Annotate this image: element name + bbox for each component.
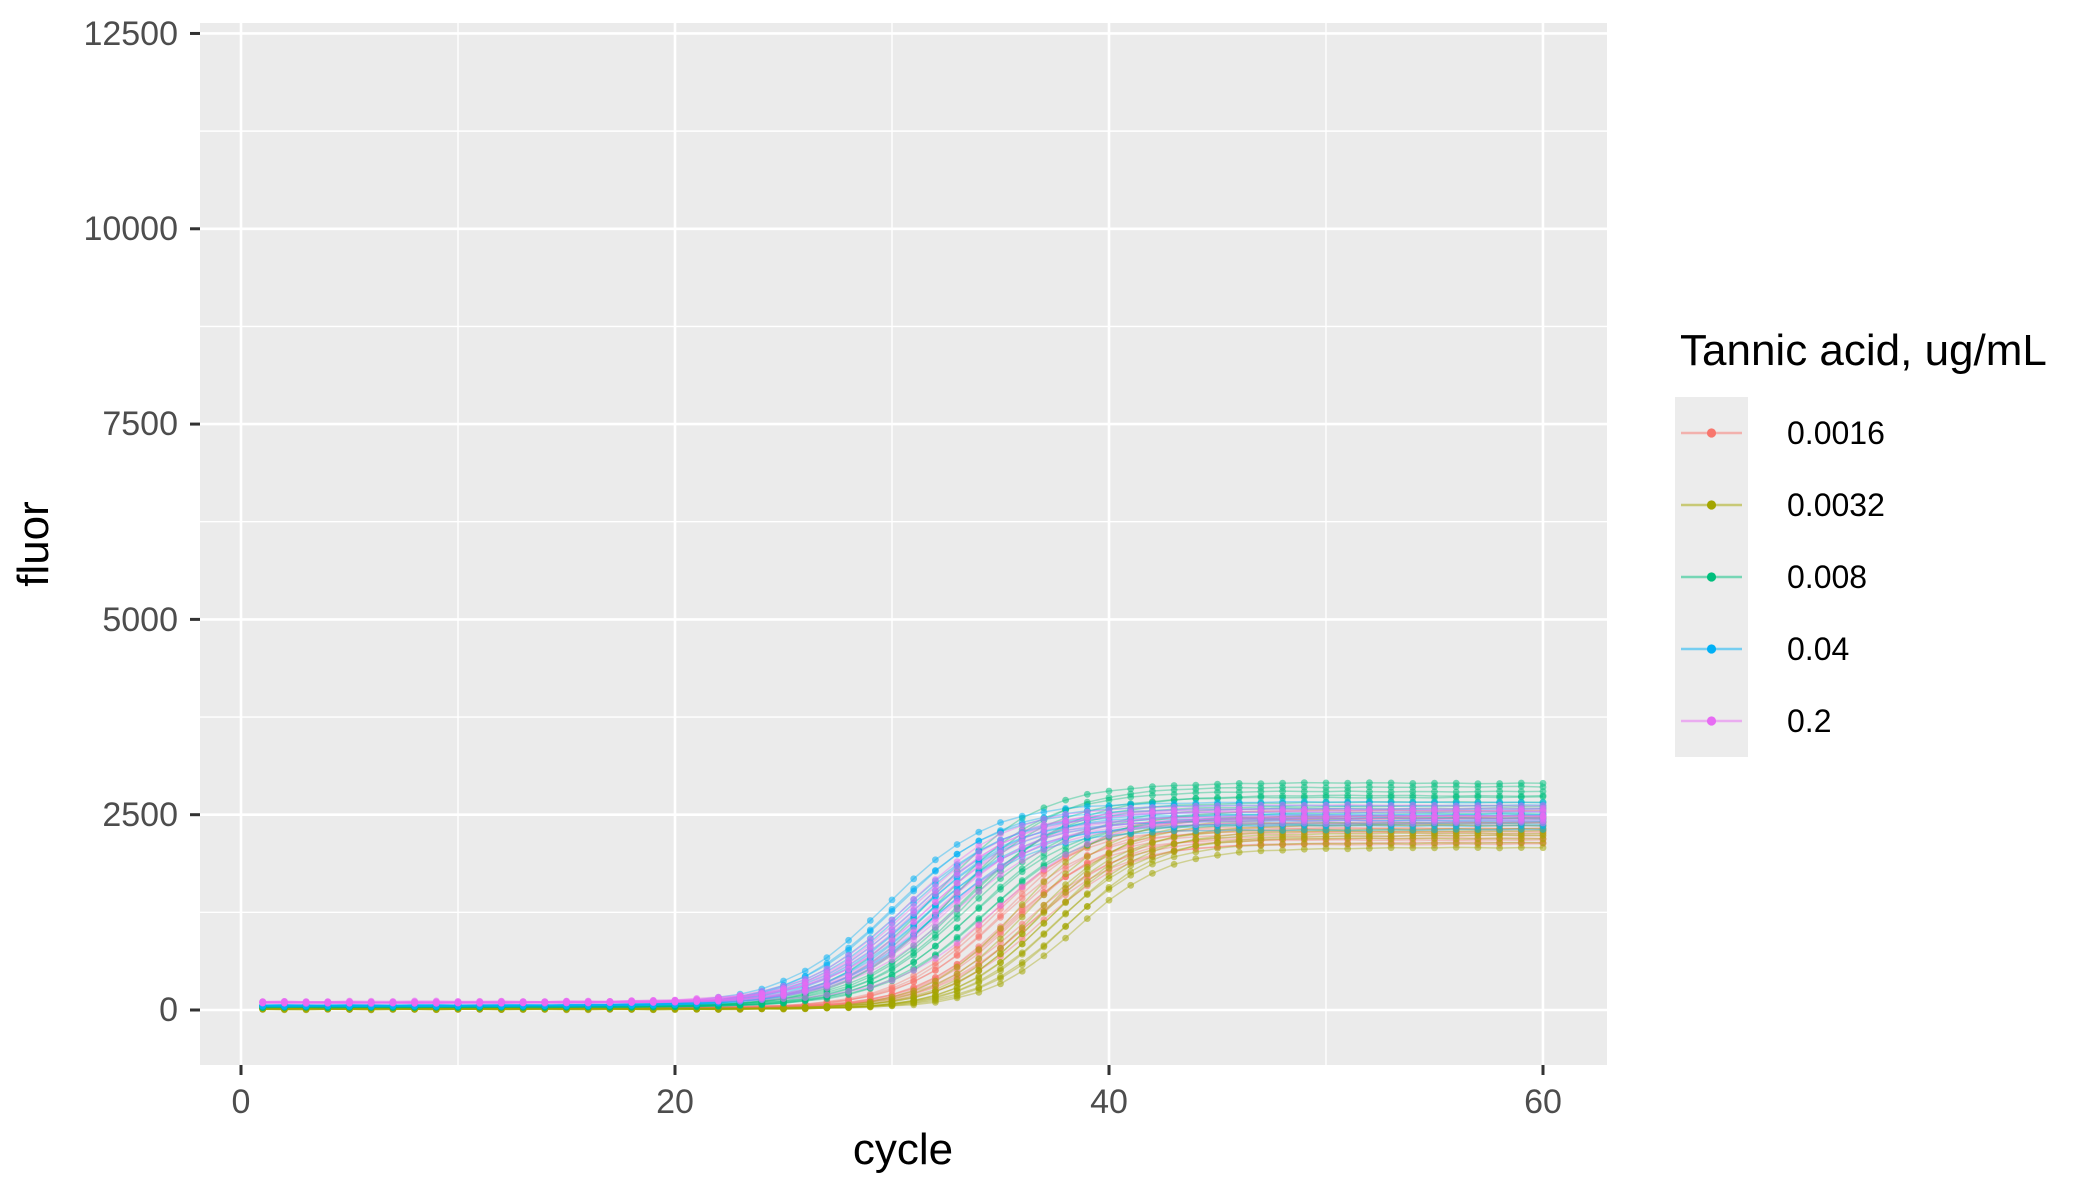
curve-points bbox=[259, 779, 1547, 1014]
legend-row: 0.0016 bbox=[1675, 397, 2095, 469]
legend-row: 0.0032 bbox=[1675, 469, 2095, 541]
x-axis-title: cycle bbox=[852, 1125, 954, 1174]
legend-label: 0.04 bbox=[1787, 631, 1850, 667]
legend-label: 0.0032 bbox=[1787, 487, 1885, 523]
legend-row: 0.2 bbox=[1675, 685, 2095, 757]
series-lines-0.0032 bbox=[262, 809, 1544, 1011]
curve-lines bbox=[262, 781, 1544, 1011]
panel-background bbox=[200, 23, 1607, 1065]
legend-row: 0.008 bbox=[1675, 541, 2095, 613]
legend-key-swatch-0.0032 bbox=[1675, 469, 1748, 541]
series-points-0.2 bbox=[259, 801, 1547, 1008]
legend-glyph bbox=[1681, 716, 1742, 726]
x-tick-label-60: 60 bbox=[1524, 1083, 1562, 1121]
series-lines-0.2 bbox=[262, 804, 1544, 1005]
y-tick-label-5000: 5000 bbox=[102, 601, 178, 639]
legend-row: 0.04 bbox=[1675, 613, 2095, 685]
legend-key-swatch-0.008 bbox=[1675, 541, 1748, 613]
legend-key-swatch-0.2 bbox=[1675, 685, 1748, 757]
y-tick-label-2500: 2500 bbox=[102, 796, 178, 834]
series-lines-0.0016 bbox=[262, 816, 1544, 1010]
series-lines-0.04 bbox=[262, 801, 1544, 1008]
y-tick-label-12500: 12500 bbox=[83, 15, 178, 53]
legend-label: 0.0016 bbox=[1787, 415, 1885, 451]
x-tick-label-40: 40 bbox=[1090, 1083, 1128, 1121]
y-axis-title: fluor bbox=[9, 501, 58, 587]
legend-label: 0.008 bbox=[1787, 559, 1868, 595]
axis-tick-marks bbox=[190, 31, 1545, 1075]
y-tick-label-10000: 10000 bbox=[83, 210, 178, 248]
legend-glyph bbox=[1681, 500, 1742, 510]
legend-glyph bbox=[1681, 428, 1742, 438]
legend-title: Tannic acid, ug/mL bbox=[1680, 326, 2047, 375]
legend-key-swatch-0.0016 bbox=[1675, 397, 1748, 469]
series-lines-0.008 bbox=[262, 781, 1544, 1009]
legend-label: 0.2 bbox=[1787, 703, 1832, 739]
legend-keys: 0.0016 0.0032 0.008 0.04 0.2 bbox=[1675, 397, 2095, 757]
x-tick-label-20: 20 bbox=[656, 1083, 694, 1121]
legend-key-swatch-0.04 bbox=[1675, 613, 1748, 685]
y-tick-label-0: 0 bbox=[159, 991, 178, 1029]
x-tick-label-0: 0 bbox=[231, 1083, 251, 1121]
legend-glyph bbox=[1681, 572, 1742, 582]
y-tick-label-7500: 7500 bbox=[102, 405, 178, 443]
legend-glyph bbox=[1681, 644, 1742, 654]
